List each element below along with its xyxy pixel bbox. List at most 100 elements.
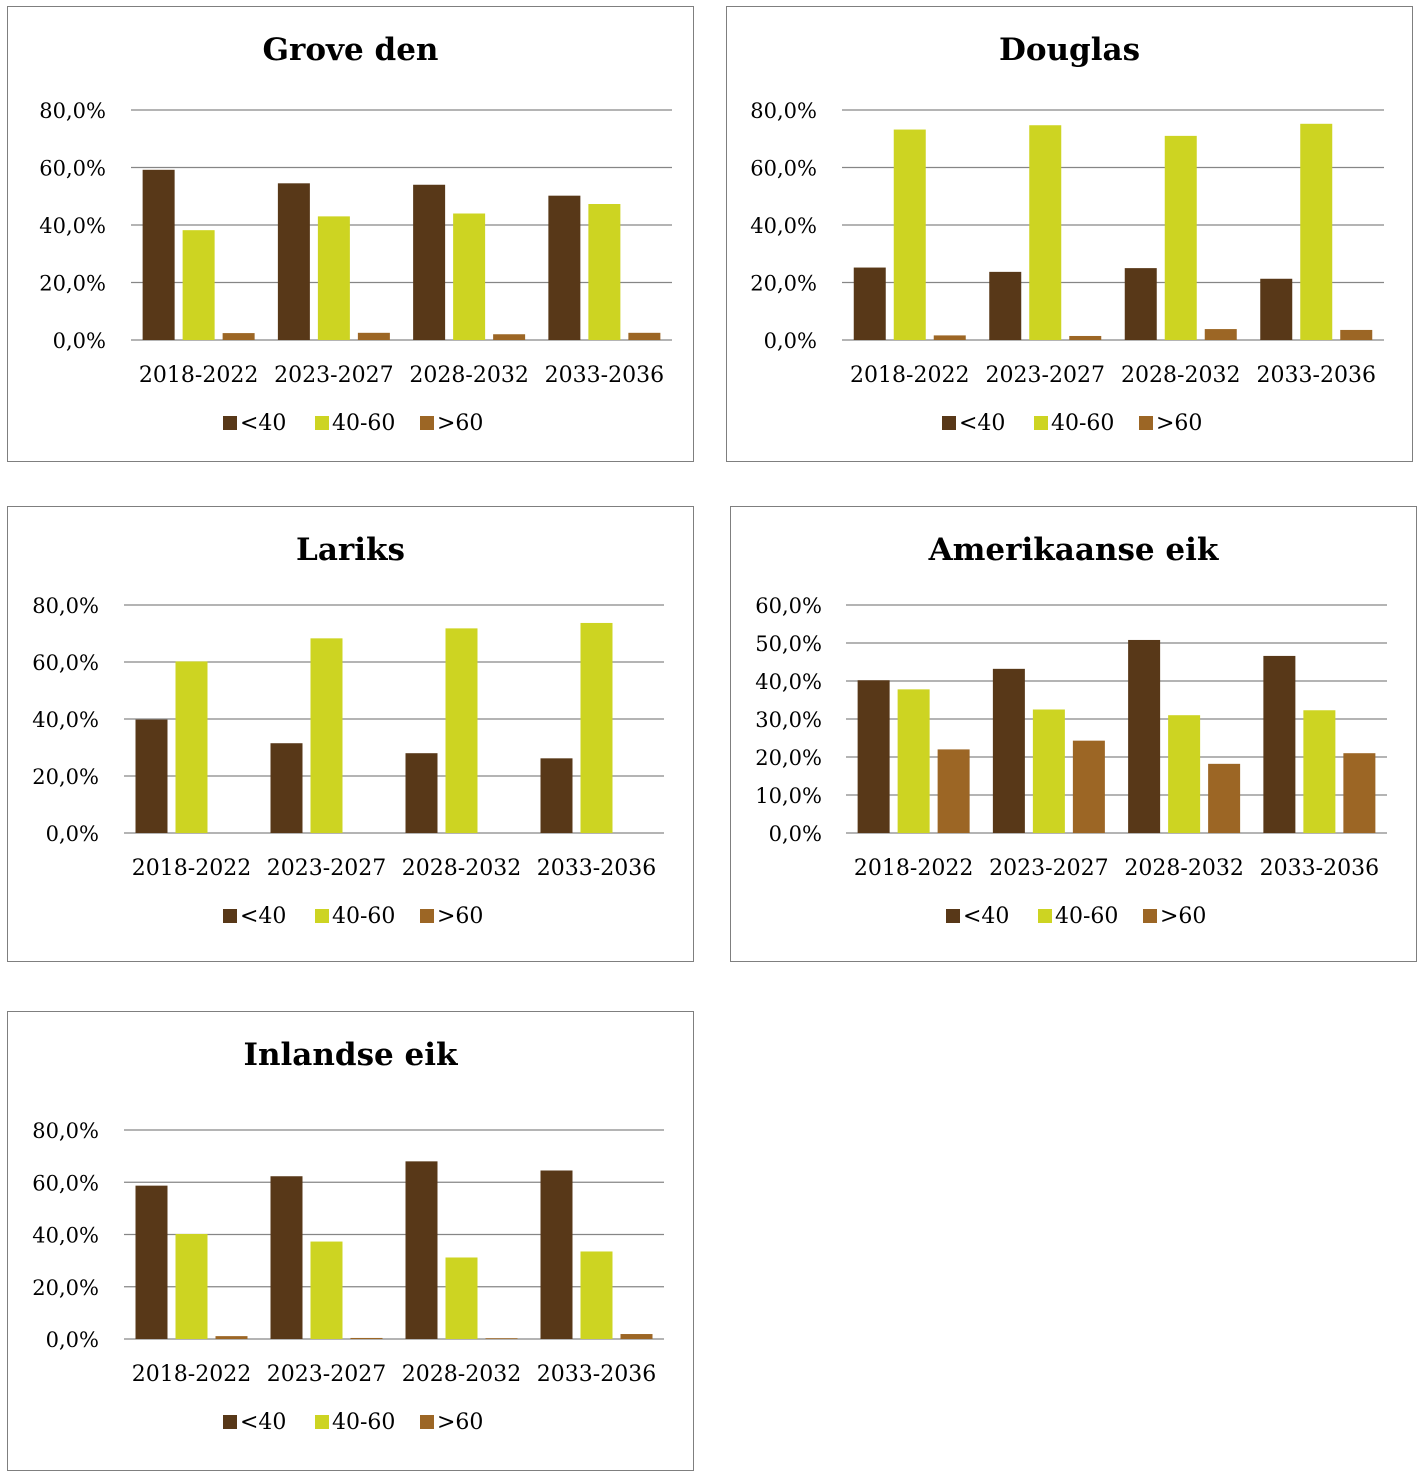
bar-40-2028-2032 — [1124, 268, 1157, 340]
bar-40-2023-2027 — [270, 1176, 303, 1339]
y-tick-label: 40,0% — [39, 214, 106, 238]
legend-label: >60 — [1156, 411, 1202, 436]
legend-swatch-40 — [223, 416, 237, 430]
bar-40-60-2018-2022 — [175, 661, 208, 833]
bar-40-60-2023-2027 — [1029, 125, 1062, 340]
chart-panel-grove-den: Grove den 0,0% 20,0% 40,0% 60,0% 80,0% 2018-20… — [7, 6, 694, 462]
legend-label: 40-60 — [332, 411, 395, 436]
bar-40-60-2018-2022 — [893, 129, 926, 340]
legend-label: <40 — [959, 411, 1005, 436]
legend-swatch-40 — [946, 909, 960, 923]
x-category-label: 2018-2022 — [132, 856, 251, 881]
chart-title: Douglas — [999, 32, 1140, 68]
legend-swatch-40-60 — [1038, 909, 1052, 923]
x-category-label: 2028-2032 — [409, 363, 528, 388]
legend-swatch-40-60 — [1034, 416, 1048, 430]
y-tick-label: 80,0% — [750, 99, 817, 123]
bar-40-2033-2036 — [1263, 655, 1296, 833]
y-tick-label: 60,0% — [32, 1171, 99, 1195]
bar-40-2018-2022 — [142, 169, 175, 340]
chart-svg-grove-den: Grove den 0,0% 20,0% 40,0% 60,0% 80,0% 2018-20… — [39, 32, 672, 436]
bar-60-2028-2032 — [485, 1338, 518, 1339]
y-tick-label: 0,0% — [769, 822, 822, 846]
bar-40-60-2018-2022 — [175, 1233, 208, 1339]
bar-40-2033-2036 — [1260, 278, 1293, 340]
bar-60-2018-2022 — [222, 333, 255, 340]
y-tick-label: 80,0% — [39, 99, 106, 123]
x-category-label: 2033-2036 — [537, 1362, 656, 1387]
bar-60-2033-2036 — [1343, 753, 1376, 833]
y-tick-label: 40,0% — [32, 1224, 99, 1248]
chart-svg-lariks: Lariks 0,0% 20,0% 40,0% 60,0% 80,0% 2018-2022 2… — [32, 532, 664, 929]
chart-panel-inlandse-eik: Inlandse eik 0,0% 20,0% 40,0% 60,0% 80,0% 2018… — [7, 1011, 694, 1471]
bar-60-2033-2036 — [620, 1334, 653, 1339]
x-category-label: 2018-2022 — [850, 363, 969, 388]
y-tick-label: 20,0% — [750, 272, 817, 296]
legend-label: >60 — [437, 904, 483, 929]
legend-label: 40-60 — [332, 1410, 395, 1435]
legend-swatch-40 — [942, 416, 956, 430]
legend-swatch-60 — [420, 416, 434, 430]
x-category-label: 2028-2032 — [1124, 856, 1243, 881]
bar-40-60-2028-2032 — [445, 628, 478, 833]
y-tick-label: 40,0% — [755, 670, 822, 694]
x-category-label: 2023-2027 — [989, 856, 1108, 881]
bar-40-2018-2022 — [135, 1185, 168, 1339]
legend-swatch-60 — [1139, 416, 1153, 430]
bar-40-2033-2036 — [540, 758, 573, 833]
bar-40-2033-2036 — [548, 195, 581, 340]
bar-60-2023-2027 — [357, 332, 390, 340]
y-tick-label: 0,0% — [46, 822, 99, 846]
bar-60-2023-2027 — [350, 1337, 383, 1339]
x-category-label: 2018-2022 — [854, 856, 973, 881]
bar-40-2028-2032 — [405, 1161, 438, 1339]
legend-label: 40-60 — [1051, 411, 1114, 436]
y-tick-label: 60,0% — [750, 157, 817, 181]
y-tick-label: 80,0% — [32, 594, 99, 618]
bar-40-60-2023-2027 — [310, 1241, 343, 1339]
x-category-label: 2033-2036 — [1260, 856, 1379, 881]
chart-svg-inlandse-eik: Inlandse eik 0,0% 20,0% 40,0% 60,0% 80,0% 2018… — [32, 1037, 664, 1435]
legend-label: <40 — [240, 904, 286, 929]
y-tick-label: 20,0% — [32, 1276, 99, 1300]
bar-60-2028-2032 — [1208, 763, 1241, 833]
bar-40-2023-2027 — [989, 271, 1022, 340]
y-tick-label: 20,0% — [755, 746, 822, 770]
bar-60-2018-2022 — [933, 335, 966, 340]
legend-label: <40 — [240, 411, 286, 436]
x-category-label: 2023-2027 — [986, 363, 1105, 388]
y-tick-label: 40,0% — [750, 214, 817, 238]
chart-title: Lariks — [296, 532, 405, 568]
chart-panel-amerikaanse-eik: Amerikaanse eik 0,0% 10,0% 20,0% 30,0% 40,0% 5… — [730, 506, 1417, 962]
y-tick-label: 0,0% — [46, 1328, 99, 1352]
legend-label: 40-60 — [1055, 904, 1118, 929]
chart-panel-lariks: Lariks 0,0% 20,0% 40,0% 60,0% 80,0% 2018-2022 2… — [7, 506, 694, 962]
y-tick-label: 50,0% — [755, 632, 822, 656]
x-category-label: 2033-2036 — [1257, 363, 1376, 388]
bar-40-2023-2027 — [992, 668, 1025, 833]
y-tick-label: 40,0% — [32, 708, 99, 732]
bar-40-60-2033-2036 — [1303, 710, 1336, 833]
x-category-label: 2023-2027 — [267, 1362, 386, 1387]
chart-panel-douglas: Douglas 0,0% 20,0% 40,0% 60,0% 80,0% 2018-2022… — [726, 6, 1413, 462]
x-category-label: 2028-2032 — [1121, 363, 1240, 388]
bar-40-60-2023-2027 — [1032, 709, 1065, 833]
y-tick-label: 20,0% — [39, 272, 106, 296]
bar-60-2018-2022 — [937, 749, 970, 833]
y-tick-label: 10,0% — [755, 784, 822, 808]
y-tick-label: 60,0% — [32, 651, 99, 675]
legend-swatch-40-60 — [315, 1415, 329, 1429]
bar-60-2018-2022 — [215, 1336, 248, 1339]
chart-svg-amerikaanse-eik: Amerikaanse eik 0,0% 10,0% 20,0% 30,0% 40,0% 5… — [755, 532, 1387, 929]
bar-40-2028-2032 — [405, 753, 438, 833]
x-category-label: 2023-2027 — [267, 856, 386, 881]
bar-60-2033-2036 — [1340, 329, 1373, 340]
legend-swatch-40 — [223, 1415, 237, 1429]
legend-swatch-60 — [1143, 909, 1157, 923]
legend-swatch-40-60 — [315, 909, 329, 923]
x-category-label: 2028-2032 — [402, 856, 521, 881]
bar-40-60-2018-2022 — [182, 230, 215, 340]
legend-label: >60 — [1160, 904, 1206, 929]
chart-title: Inlandse eik — [243, 1037, 459, 1073]
bar-40-60-2028-2032 — [1168, 715, 1201, 833]
